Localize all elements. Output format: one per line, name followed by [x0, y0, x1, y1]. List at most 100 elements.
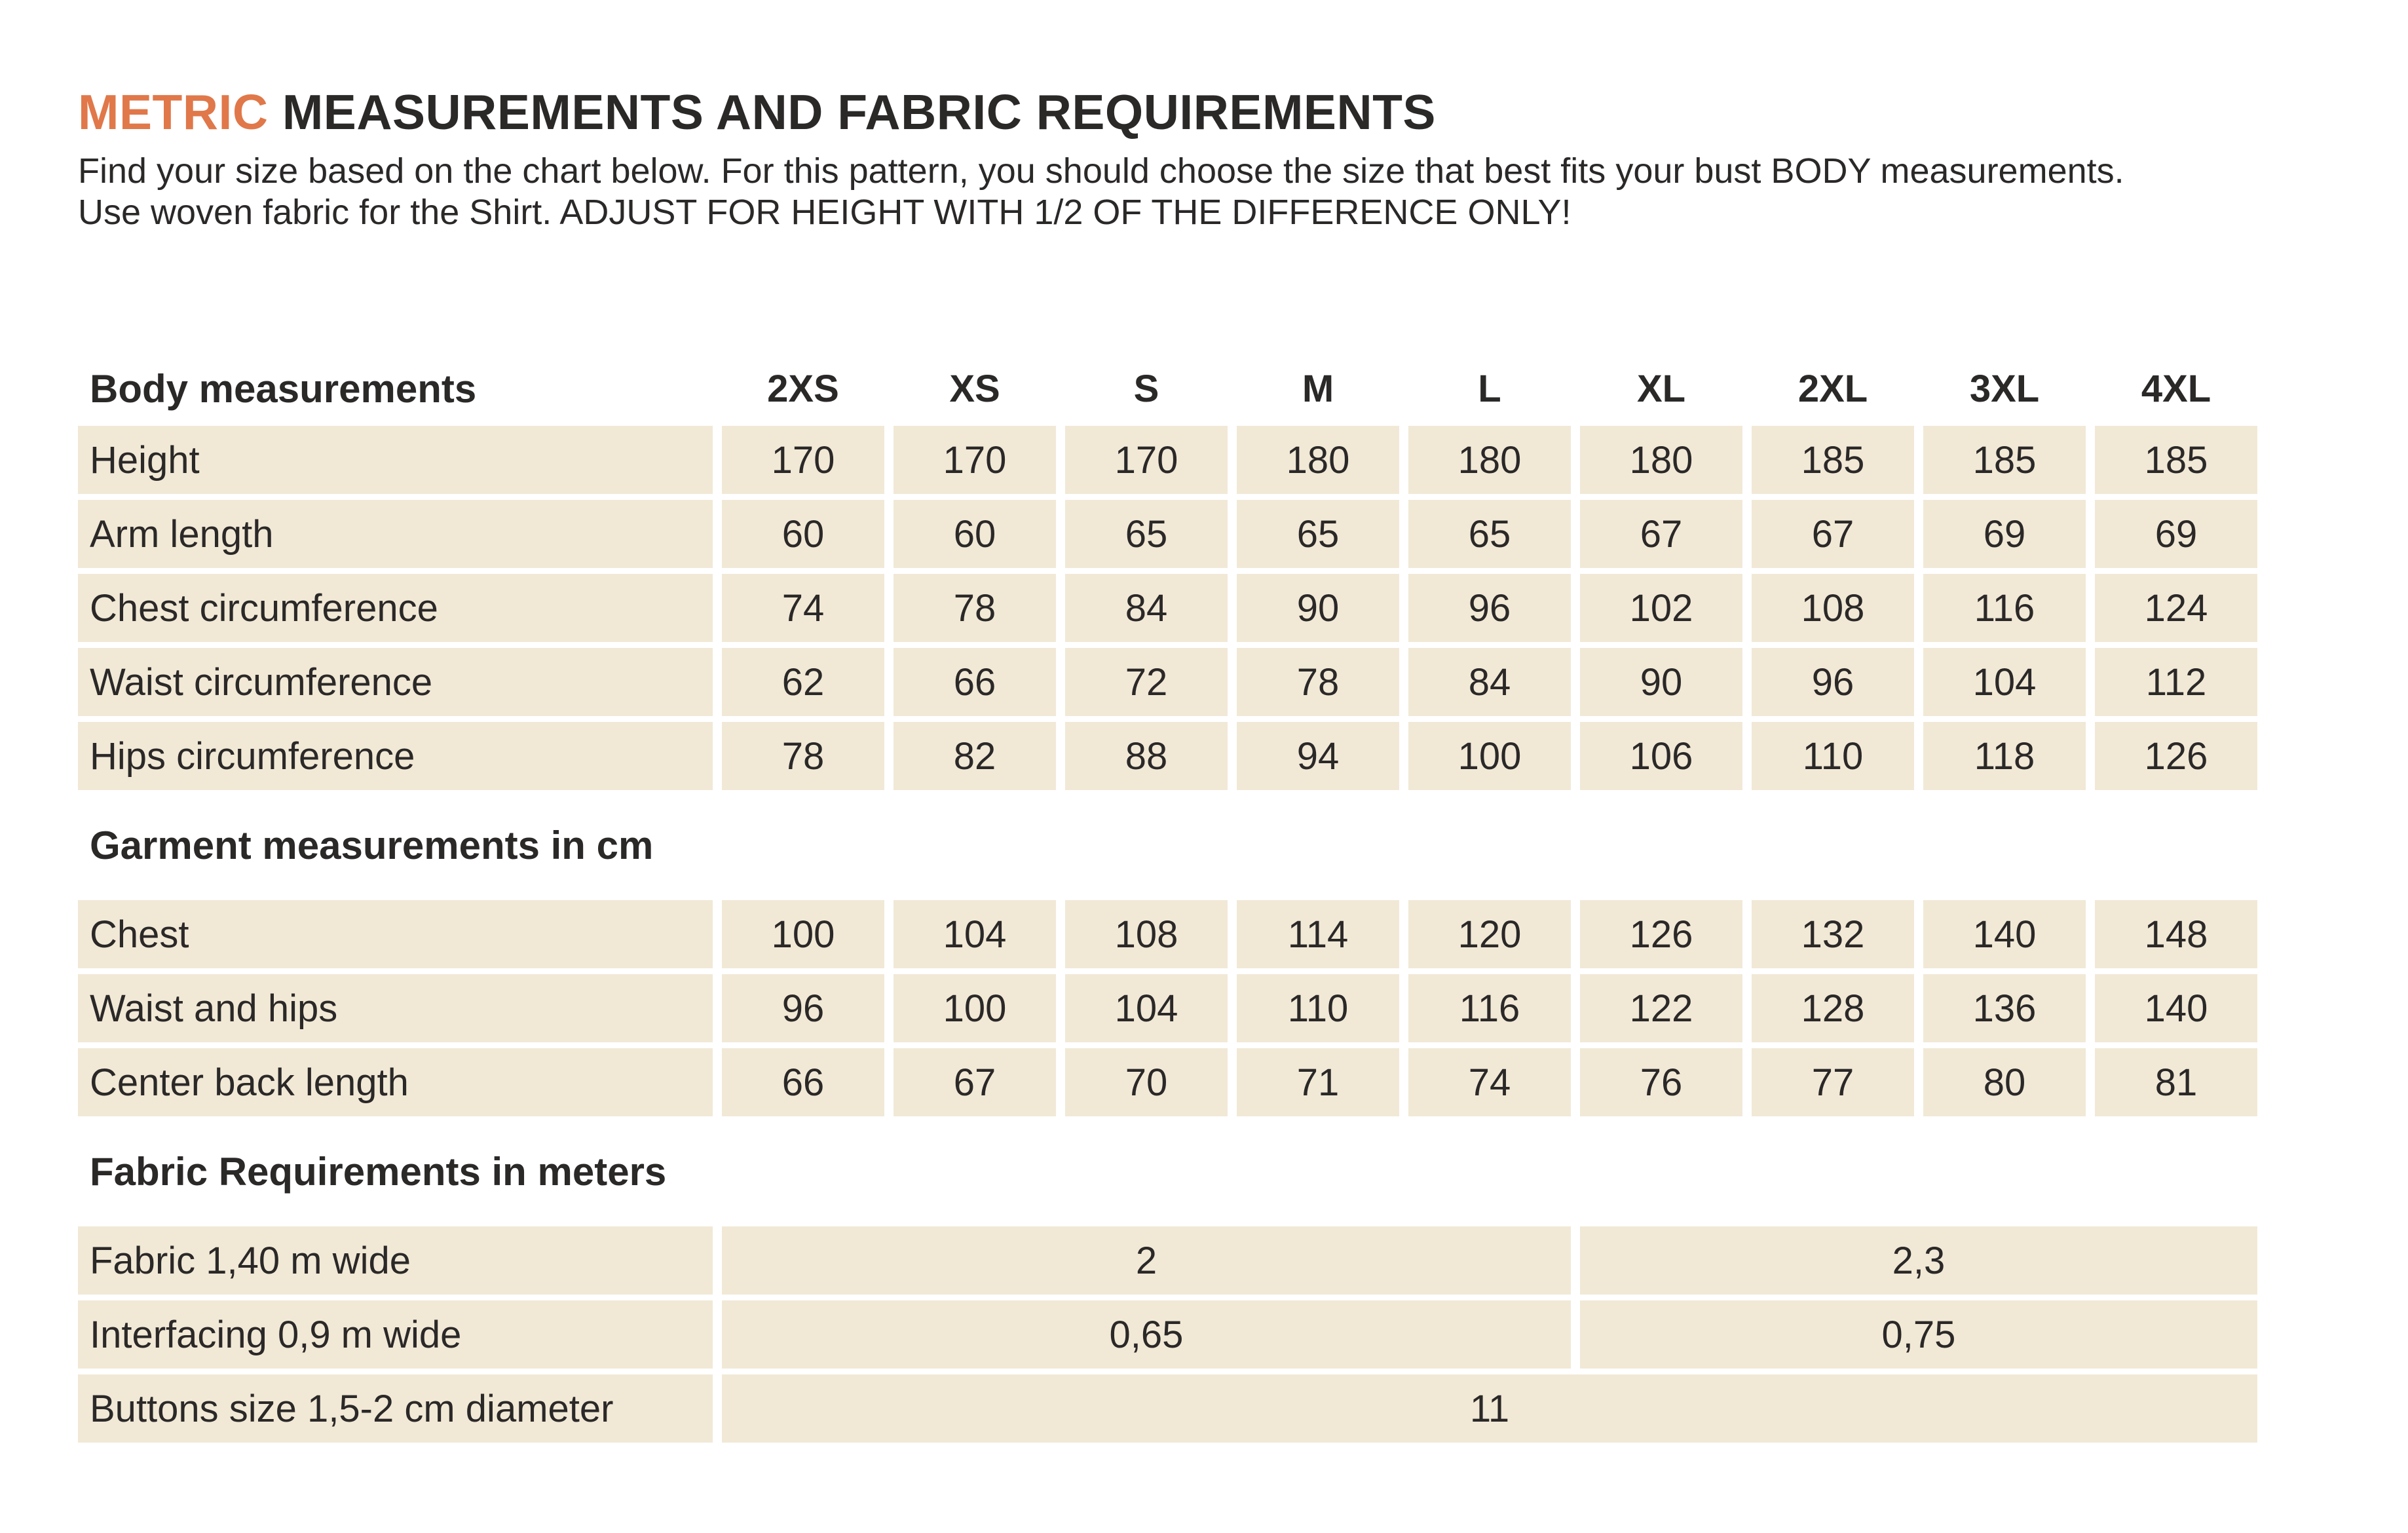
value-cell: 60 — [894, 500, 1056, 568]
column-header-size-2xl: 2XL — [1797, 368, 1868, 410]
value-cell: 116 — [1408, 974, 1571, 1042]
value-cell: 140 — [2095, 974, 2257, 1042]
value-cell: 102 — [1580, 574, 1742, 642]
value-cell: 78 — [1237, 648, 1399, 716]
value-cell: 67 — [1752, 500, 1914, 568]
intro-line-2: Use woven fabric for the Shirt. ADJUST F… — [78, 193, 1571, 232]
value-cell: 62 — [722, 648, 884, 716]
value-cell: 108 — [1752, 574, 1914, 642]
value-cell: 185 — [1923, 426, 2086, 494]
value-cell: 126 — [1580, 900, 1742, 968]
value-cell: 110 — [1752, 722, 1914, 790]
value-cell: 66 — [894, 648, 1056, 716]
value-cell: 180 — [1408, 426, 1571, 494]
value-cell: 140 — [1923, 900, 2086, 968]
value-cell: 104 — [1923, 648, 2086, 716]
row-label-waist-and-hips: Waist and hips — [78, 974, 713, 1042]
value-cell: 77 — [1752, 1048, 1914, 1116]
value-cell: 185 — [1752, 426, 1914, 494]
value-cell: 69 — [2095, 500, 2257, 568]
value-cell: 71 — [1237, 1048, 1399, 1116]
column-header-body-measurements: Body measurements — [90, 367, 477, 411]
value-cell: 74 — [1408, 1048, 1571, 1116]
value-cell: 100 — [722, 900, 884, 968]
value-cell: 66 — [722, 1048, 884, 1116]
column-header-size-xl: XL — [1636, 368, 1686, 410]
page: METRIC MEASUREMENTS AND FABRIC REQUIREME… — [78, 84, 2408, 1443]
value-cell: 114 — [1237, 900, 1399, 968]
value-cell: 106 — [1580, 722, 1742, 790]
value-cell: 60 — [722, 500, 884, 568]
value-cell: 88 — [1065, 722, 1228, 790]
value-cell: 72 — [1065, 648, 1228, 716]
value-cell: 65 — [1408, 500, 1571, 568]
value-cell: 67 — [1580, 500, 1742, 568]
value-cell: 122 — [1580, 974, 1742, 1042]
value-cell: 136 — [1923, 974, 2086, 1042]
column-header-size-xs: XS — [949, 368, 1000, 410]
value-cell: 170 — [1065, 426, 1228, 494]
row-label-height: Height — [78, 426, 713, 494]
value-cell: 84 — [1408, 648, 1571, 716]
value-cell: 80 — [1923, 1048, 2086, 1116]
value-cell: 100 — [894, 974, 1056, 1042]
page-title-accent: METRIC — [78, 85, 282, 140]
column-header-size-4xl: 4XL — [2141, 368, 2211, 410]
row-label-center-back-length: Center back length — [78, 1048, 713, 1116]
value-cell: 180 — [1237, 426, 1399, 494]
value-cell: 76 — [1580, 1048, 1742, 1116]
column-header-size-2xs: 2XS — [767, 368, 839, 410]
column-header-size-l: L — [1478, 368, 1501, 410]
value-cell-interfacing-sizes-2xs-l: 0,65 — [722, 1300, 1571, 1369]
row-label-interfacing-09-wide: Interfacing 0,9 m wide — [78, 1300, 713, 1369]
value-cell: 69 — [1923, 500, 2086, 568]
value-cell: 82 — [894, 722, 1056, 790]
value-cell: 124 — [2095, 574, 2257, 642]
row-label-waist-circumference: Waist circumference — [78, 648, 713, 716]
intro-line-1: Find your size based on the chart below.… — [78, 151, 2124, 191]
page-title-rest: MEASUREMENTS AND FABRIC REQUIREMENTS — [282, 85, 1436, 140]
value-cell: 120 — [1408, 900, 1571, 968]
value-cell: 185 — [2095, 426, 2257, 494]
value-cell: 170 — [722, 426, 884, 494]
value-cell: 90 — [1237, 574, 1399, 642]
value-cell: 104 — [894, 900, 1056, 968]
size-chart-table: Body measurements 2XS XS S M L XL 2XL 3X… — [78, 358, 2257, 1443]
value-cell: 104 — [1065, 974, 1228, 1042]
value-cell: 100 — [1408, 722, 1571, 790]
value-cell-fabric-sizes-xl-4xl: 2,3 — [1580, 1226, 2257, 1295]
value-cell: 74 — [722, 574, 884, 642]
intro-text: Find your size based on the chart below.… — [78, 151, 2408, 233]
value-cell: 110 — [1237, 974, 1399, 1042]
value-cell: 132 — [1752, 900, 1914, 968]
page-title: METRIC MEASUREMENTS AND FABRIC REQUIREME… — [78, 84, 2408, 140]
value-cell-fabric-sizes-2xs-l: 2 — [722, 1226, 1571, 1295]
row-label-arm-length: Arm length — [78, 500, 713, 568]
value-cell: 81 — [2095, 1048, 2257, 1116]
value-cell: 84 — [1065, 574, 1228, 642]
value-cell: 78 — [894, 574, 1056, 642]
value-cell: 70 — [1065, 1048, 1228, 1116]
value-cell: 112 — [2095, 648, 2257, 716]
value-cell: 116 — [1923, 574, 2086, 642]
value-cell: 128 — [1752, 974, 1914, 1042]
value-cell: 96 — [1408, 574, 1571, 642]
value-cell: 108 — [1065, 900, 1228, 968]
section-header-garment-measurements: Garment measurements in cm — [90, 823, 654, 867]
value-cell: 118 — [1923, 722, 2086, 790]
value-cell: 65 — [1237, 500, 1399, 568]
row-label-fabric-140-wide: Fabric 1,40 m wide — [78, 1226, 713, 1295]
value-cell: 90 — [1580, 648, 1742, 716]
value-cell: 126 — [2095, 722, 2257, 790]
value-cell: 170 — [894, 426, 1056, 494]
value-cell-buttons-all-sizes: 11 — [722, 1374, 2257, 1443]
section-header-fabric-requirements: Fabric Requirements in meters — [90, 1149, 667, 1194]
column-header-size-m: M — [1302, 368, 1334, 410]
value-cell: 65 — [1065, 500, 1228, 568]
value-cell: 78 — [722, 722, 884, 790]
value-cell: 96 — [1752, 648, 1914, 716]
row-label-chest: Chest — [78, 900, 713, 968]
value-cell: 180 — [1580, 426, 1742, 494]
value-cell: 94 — [1237, 722, 1399, 790]
value-cell: 67 — [894, 1048, 1056, 1116]
